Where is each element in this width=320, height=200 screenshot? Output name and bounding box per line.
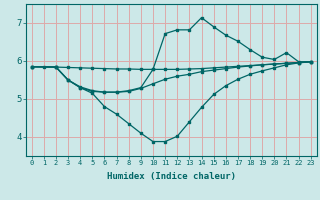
X-axis label: Humidex (Indice chaleur): Humidex (Indice chaleur) — [107, 172, 236, 181]
